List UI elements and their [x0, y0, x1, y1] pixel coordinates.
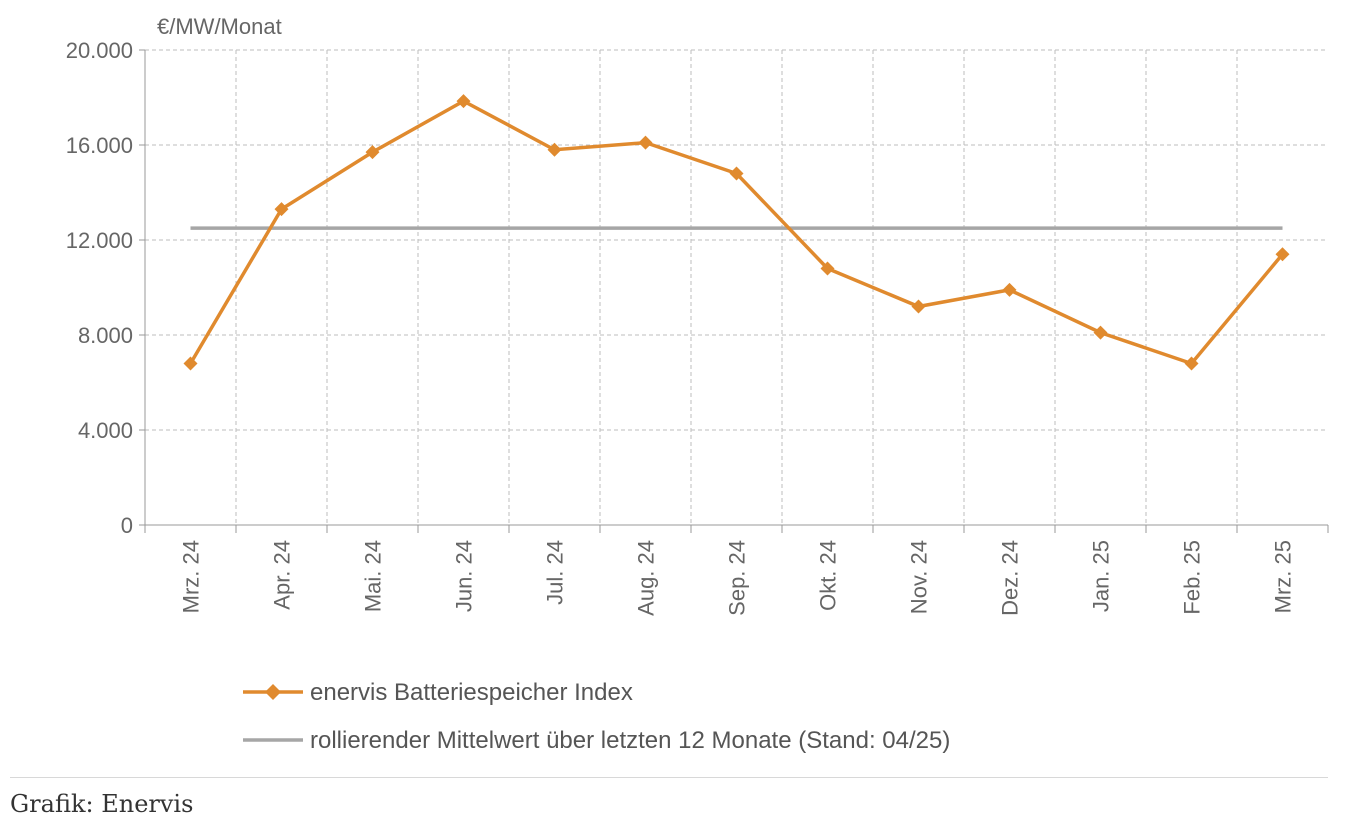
- x-tick-label: Jan. 25: [1089, 540, 1114, 612]
- x-tick-label: Jun. 24: [452, 540, 477, 612]
- y-tick-label: 16.000: [66, 133, 133, 158]
- y-tick-label: 0: [121, 513, 133, 538]
- x-tick-label: Feb. 25: [1180, 540, 1205, 615]
- y-tick-label: 12.000: [66, 228, 133, 253]
- legend-marker: [265, 684, 281, 700]
- data-point: [274, 202, 289, 217]
- data-point: [1002, 282, 1017, 297]
- data-point: [729, 166, 744, 181]
- index-line: [188, 99, 1284, 366]
- x-tick-label: Mai. 24: [361, 540, 386, 612]
- divider: [10, 777, 1328, 778]
- x-tick-label: Aug. 24: [634, 540, 659, 616]
- line-chart: 0 4.000 8.000 12.000 16.000 20.000 Mrz. 24 Apr.…: [66, 14, 1329, 754]
- y-tick-label: 4.000: [78, 418, 133, 443]
- legend-label: rollierender Mittelwert über letzten 12 …: [310, 727, 950, 754]
- x-tick-label: Apr. 24: [270, 540, 295, 610]
- y-tick-label: 20.000: [66, 38, 133, 63]
- x-tick-label: Dez. 24: [998, 540, 1023, 616]
- x-tick-label: Mrz. 25: [1271, 540, 1296, 613]
- caption: Grafik: Enervis: [10, 790, 194, 818]
- data-point: [638, 135, 653, 150]
- legend-label: enervis Batteriespeicher Index: [310, 679, 633, 706]
- data-point: [911, 299, 926, 314]
- data-point: [1093, 325, 1108, 340]
- y-axis-label: €/MW/Monat: [157, 14, 282, 39]
- x-tick-label: Okt. 24: [816, 540, 841, 611]
- data-point: [456, 94, 471, 109]
- data-point: [365, 145, 380, 160]
- data-point: [547, 142, 562, 157]
- data-point: [183, 356, 198, 371]
- data-point: [1184, 356, 1199, 371]
- x-tick-label: Nov. 24: [907, 540, 932, 614]
- x-tick-label: Jul. 24: [543, 540, 568, 605]
- x-tick-label: Mrz. 24: [179, 540, 204, 613]
- data-point: [1275, 247, 1290, 262]
- x-tick-label: Sep. 24: [725, 540, 750, 616]
- data-point: [820, 261, 835, 276]
- y-tick-label: 8.000: [78, 323, 133, 348]
